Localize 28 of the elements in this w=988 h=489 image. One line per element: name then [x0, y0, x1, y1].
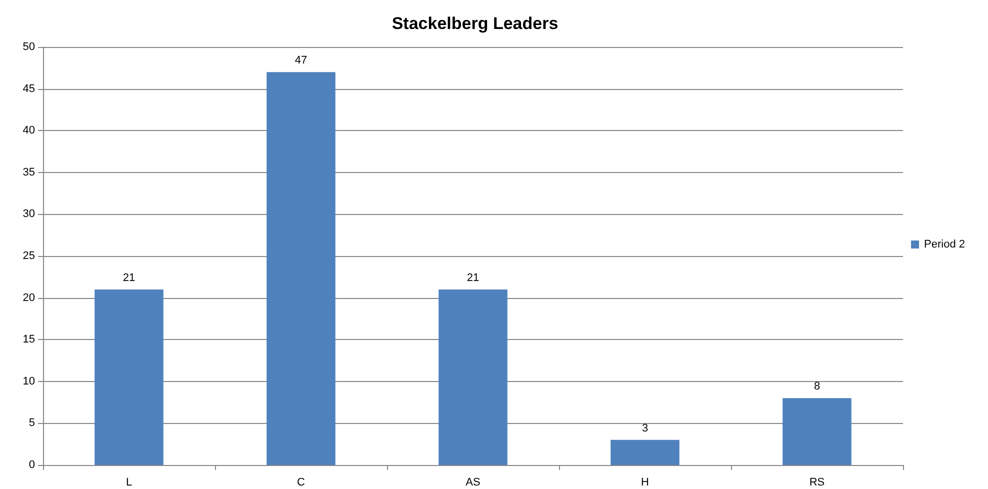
bar [94, 289, 164, 465]
x-tick-label: L [126, 476, 132, 488]
bar [438, 289, 508, 465]
data-label: 21 [466, 272, 480, 284]
x-tick-label: RS [809, 476, 825, 488]
x-tick-label: AS [466, 476, 480, 488]
bar [782, 398, 852, 465]
chart-title: Stackelberg Leaders [392, 14, 558, 33]
y-tick-label: 30 [22, 208, 35, 220]
y-tick-label: 35 [22, 166, 35, 178]
bar [266, 72, 336, 465]
y-tick-label: 50 [22, 41, 35, 53]
data-label: 47 [294, 54, 308, 67]
data-label: 3 [642, 422, 648, 434]
y-tick-label: 20 [22, 292, 35, 304]
x-tick-label: H [641, 476, 650, 488]
y-tick-label: 10 [22, 375, 35, 388]
y-tick-label: 25 [22, 250, 35, 262]
legend-label: Period 2 [924, 238, 966, 250]
data-label: 8 [814, 380, 820, 393]
y-tick-label: 40 [22, 124, 35, 137]
x-tick-label: C [297, 476, 306, 488]
data-label: 21 [122, 272, 136, 284]
bar [610, 440, 680, 465]
y-tick-label: 5 [28, 417, 35, 430]
y-tick-label: 15 [22, 334, 35, 346]
y-tick-label: 45 [22, 82, 35, 95]
y-tick-label: 0 [28, 459, 35, 471]
